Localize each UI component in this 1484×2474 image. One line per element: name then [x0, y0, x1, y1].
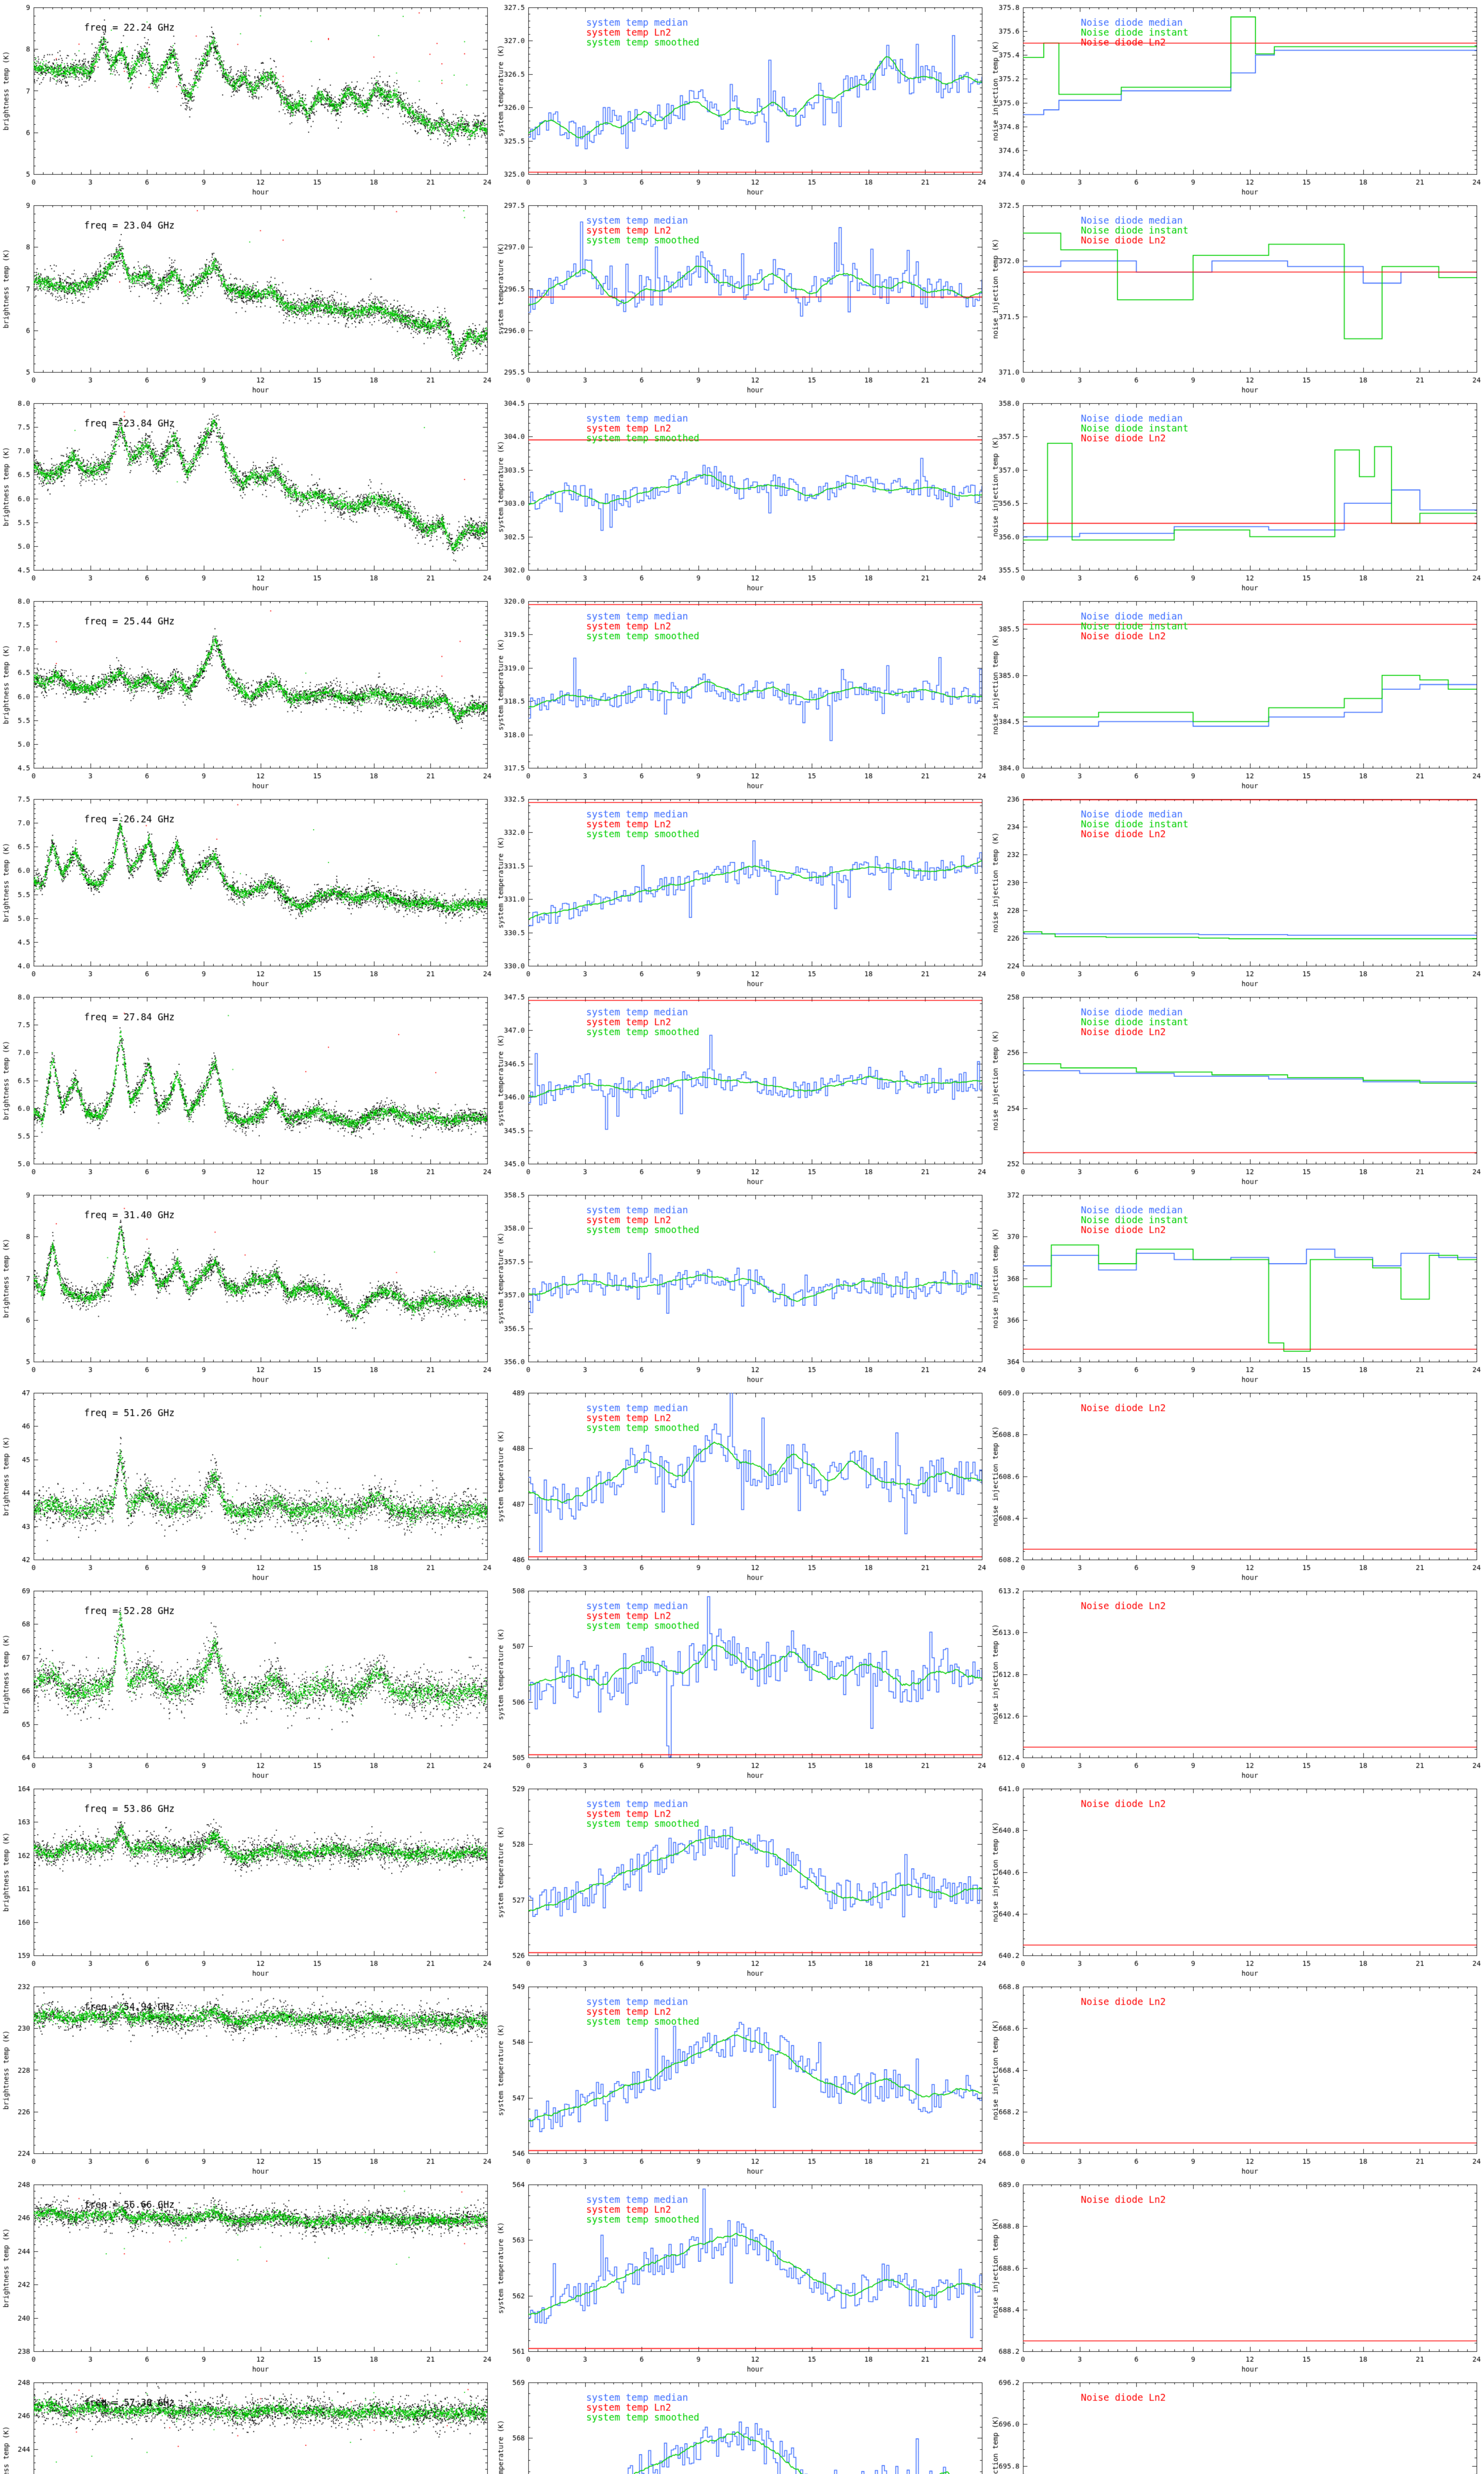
system-chart-canvas — [495, 990, 989, 1188]
brightness-chart-canvas — [0, 2177, 495, 2375]
system-chart-canvas — [495, 396, 989, 594]
noise-chart-canvas — [989, 2375, 1484, 2474]
plot-noise-row12 — [989, 2177, 1484, 2375]
plot-system-row7 — [495, 1188, 989, 1385]
brightness-chart-canvas — [0, 1385, 495, 1583]
plot-brightness-row2 — [0, 198, 495, 396]
plot-brightness-row10 — [0, 1781, 495, 1979]
noise-chart-canvas — [989, 0, 1484, 198]
noise-chart-canvas — [989, 792, 1484, 990]
noise-chart-canvas — [989, 1385, 1484, 1583]
system-chart-canvas — [495, 2375, 989, 2474]
system-chart-canvas — [495, 198, 989, 396]
plot-system-row5 — [495, 792, 989, 990]
noise-chart-canvas — [989, 396, 1484, 594]
plot-noise-row8 — [989, 1385, 1484, 1583]
plot-brightness-row13 — [0, 2375, 495, 2474]
system-chart-canvas — [495, 1583, 989, 1781]
plot-noise-row11 — [989, 1979, 1484, 2177]
plot-noise-row6 — [989, 990, 1484, 1188]
plot-noise-row3 — [989, 396, 1484, 594]
system-chart-canvas — [495, 1781, 989, 1979]
plot-system-row4 — [495, 594, 989, 792]
plot-system-row1 — [495, 0, 989, 198]
system-chart-canvas — [495, 594, 989, 792]
plot-brightness-row1 — [0, 0, 495, 198]
plot-system-row11 — [495, 1979, 989, 2177]
noise-chart-canvas — [989, 1583, 1484, 1781]
system-chart-canvas — [495, 1979, 989, 2177]
plot-noise-row7 — [989, 1188, 1484, 1385]
plot-system-row6 — [495, 990, 989, 1188]
plot-brightness-row12 — [0, 2177, 495, 2375]
noise-chart-canvas — [989, 198, 1484, 396]
system-chart-canvas — [495, 792, 989, 990]
brightness-chart-canvas — [0, 990, 495, 1188]
brightness-chart-canvas — [0, 198, 495, 396]
system-chart-canvas — [495, 2177, 989, 2375]
plot-brightness-row7 — [0, 1188, 495, 1385]
plot-noise-row5 — [989, 792, 1484, 990]
plot-system-row8 — [495, 1385, 989, 1583]
plot-brightness-row5 — [0, 792, 495, 990]
brightness-chart-canvas — [0, 0, 495, 198]
noise-chart-canvas — [989, 2177, 1484, 2375]
plot-noise-row4 — [989, 594, 1484, 792]
plot-brightness-row11 — [0, 1979, 495, 2177]
plot-brightness-row3 — [0, 396, 495, 594]
brightness-chart-canvas — [0, 594, 495, 792]
brightness-chart-canvas — [0, 2375, 495, 2474]
plot-noise-row1 — [989, 0, 1484, 198]
plot-system-row9 — [495, 1583, 989, 1781]
plot-system-row3 — [495, 396, 989, 594]
plot-noise-row9 — [989, 1583, 1484, 1781]
plot-brightness-row6 — [0, 990, 495, 1188]
plot-brightness-row8 — [0, 1385, 495, 1583]
system-chart-canvas — [495, 1385, 989, 1583]
noise-chart-canvas — [989, 1781, 1484, 1979]
system-chart-canvas — [495, 0, 989, 198]
plot-noise-row13 — [989, 2375, 1484, 2474]
plot-brightness-row4 — [0, 594, 495, 792]
plot-brightness-row9 — [0, 1583, 495, 1781]
system-chart-canvas — [495, 1188, 989, 1385]
plot-system-row13 — [495, 2375, 989, 2474]
noise-chart-canvas — [989, 594, 1484, 792]
noise-chart-canvas — [989, 1979, 1484, 2177]
brightness-chart-canvas — [0, 1979, 495, 2177]
noise-chart-canvas — [989, 1188, 1484, 1385]
plot-system-row12 — [495, 2177, 989, 2375]
plot-system-row10 — [495, 1781, 989, 1979]
plot-noise-row2 — [989, 198, 1484, 396]
plot-system-row2 — [495, 198, 989, 396]
noise-chart-canvas — [989, 990, 1484, 1188]
brightness-chart-canvas — [0, 1583, 495, 1781]
brightness-chart-canvas — [0, 792, 495, 990]
brightness-chart-canvas — [0, 1188, 495, 1385]
plot-noise-row10 — [989, 1781, 1484, 1979]
brightness-chart-canvas — [0, 1781, 495, 1979]
brightness-chart-canvas — [0, 396, 495, 594]
